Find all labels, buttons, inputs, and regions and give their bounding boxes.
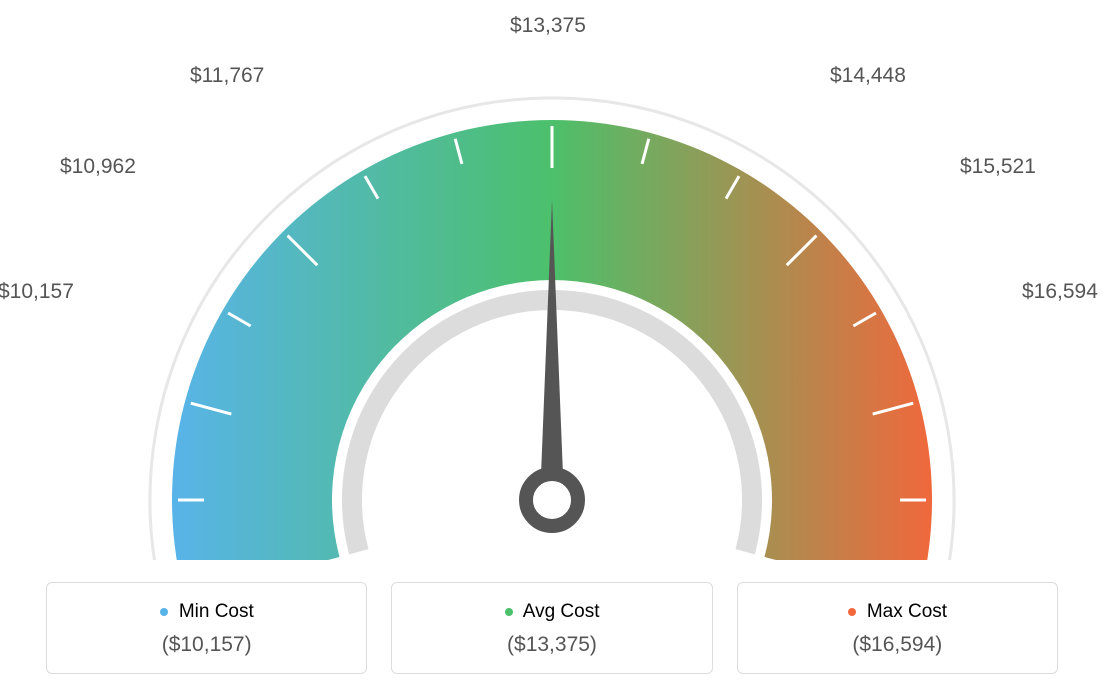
cost-gauge-widget: $10,157 $10,962 $11,767 $13,375 $14,448 $15,5… [0, 0, 1104, 690]
legend-label: Max Cost [867, 601, 947, 622]
legend-row: Min Cost ($10,157) Avg Cost ($13,375) Ma… [46, 582, 1058, 674]
gauge-tick-label: $11,767 [190, 64, 264, 88]
dot-icon [160, 608, 168, 616]
gauge-tick-label: $10,157 [0, 280, 74, 304]
gauge-tick-label: $14,448 [830, 64, 906, 88]
legend-title-min: Min Cost [57, 601, 356, 623]
legend-card-avg: Avg Cost ($13,375) [391, 582, 712, 674]
legend-label: Min Cost [179, 601, 254, 622]
gauge-tick-label: $15,521 [960, 155, 1036, 179]
legend-card-max: Max Cost ($16,594) [737, 582, 1058, 674]
legend-value: ($10,157) [57, 633, 356, 657]
gauge-tick-label: $16,594 [1022, 280, 1098, 304]
legend-label: Avg Cost [523, 601, 600, 622]
legend-value: ($16,594) [748, 633, 1047, 657]
legend-title-avg: Avg Cost [402, 601, 701, 623]
legend-card-min: Min Cost ($10,157) [46, 582, 367, 674]
legend-title-max: Max Cost [748, 601, 1047, 623]
gauge-tick-label: $10,962 [60, 155, 136, 179]
gauge-chart: $10,157 $10,962 $11,767 $13,375 $14,448 $15,5… [0, 0, 1104, 560]
legend-value: ($13,375) [402, 633, 701, 657]
gauge-tick-label: $13,375 [510, 14, 586, 38]
dot-icon [848, 608, 856, 616]
gauge-svg [52, 10, 1052, 560]
dot-icon [505, 608, 513, 616]
